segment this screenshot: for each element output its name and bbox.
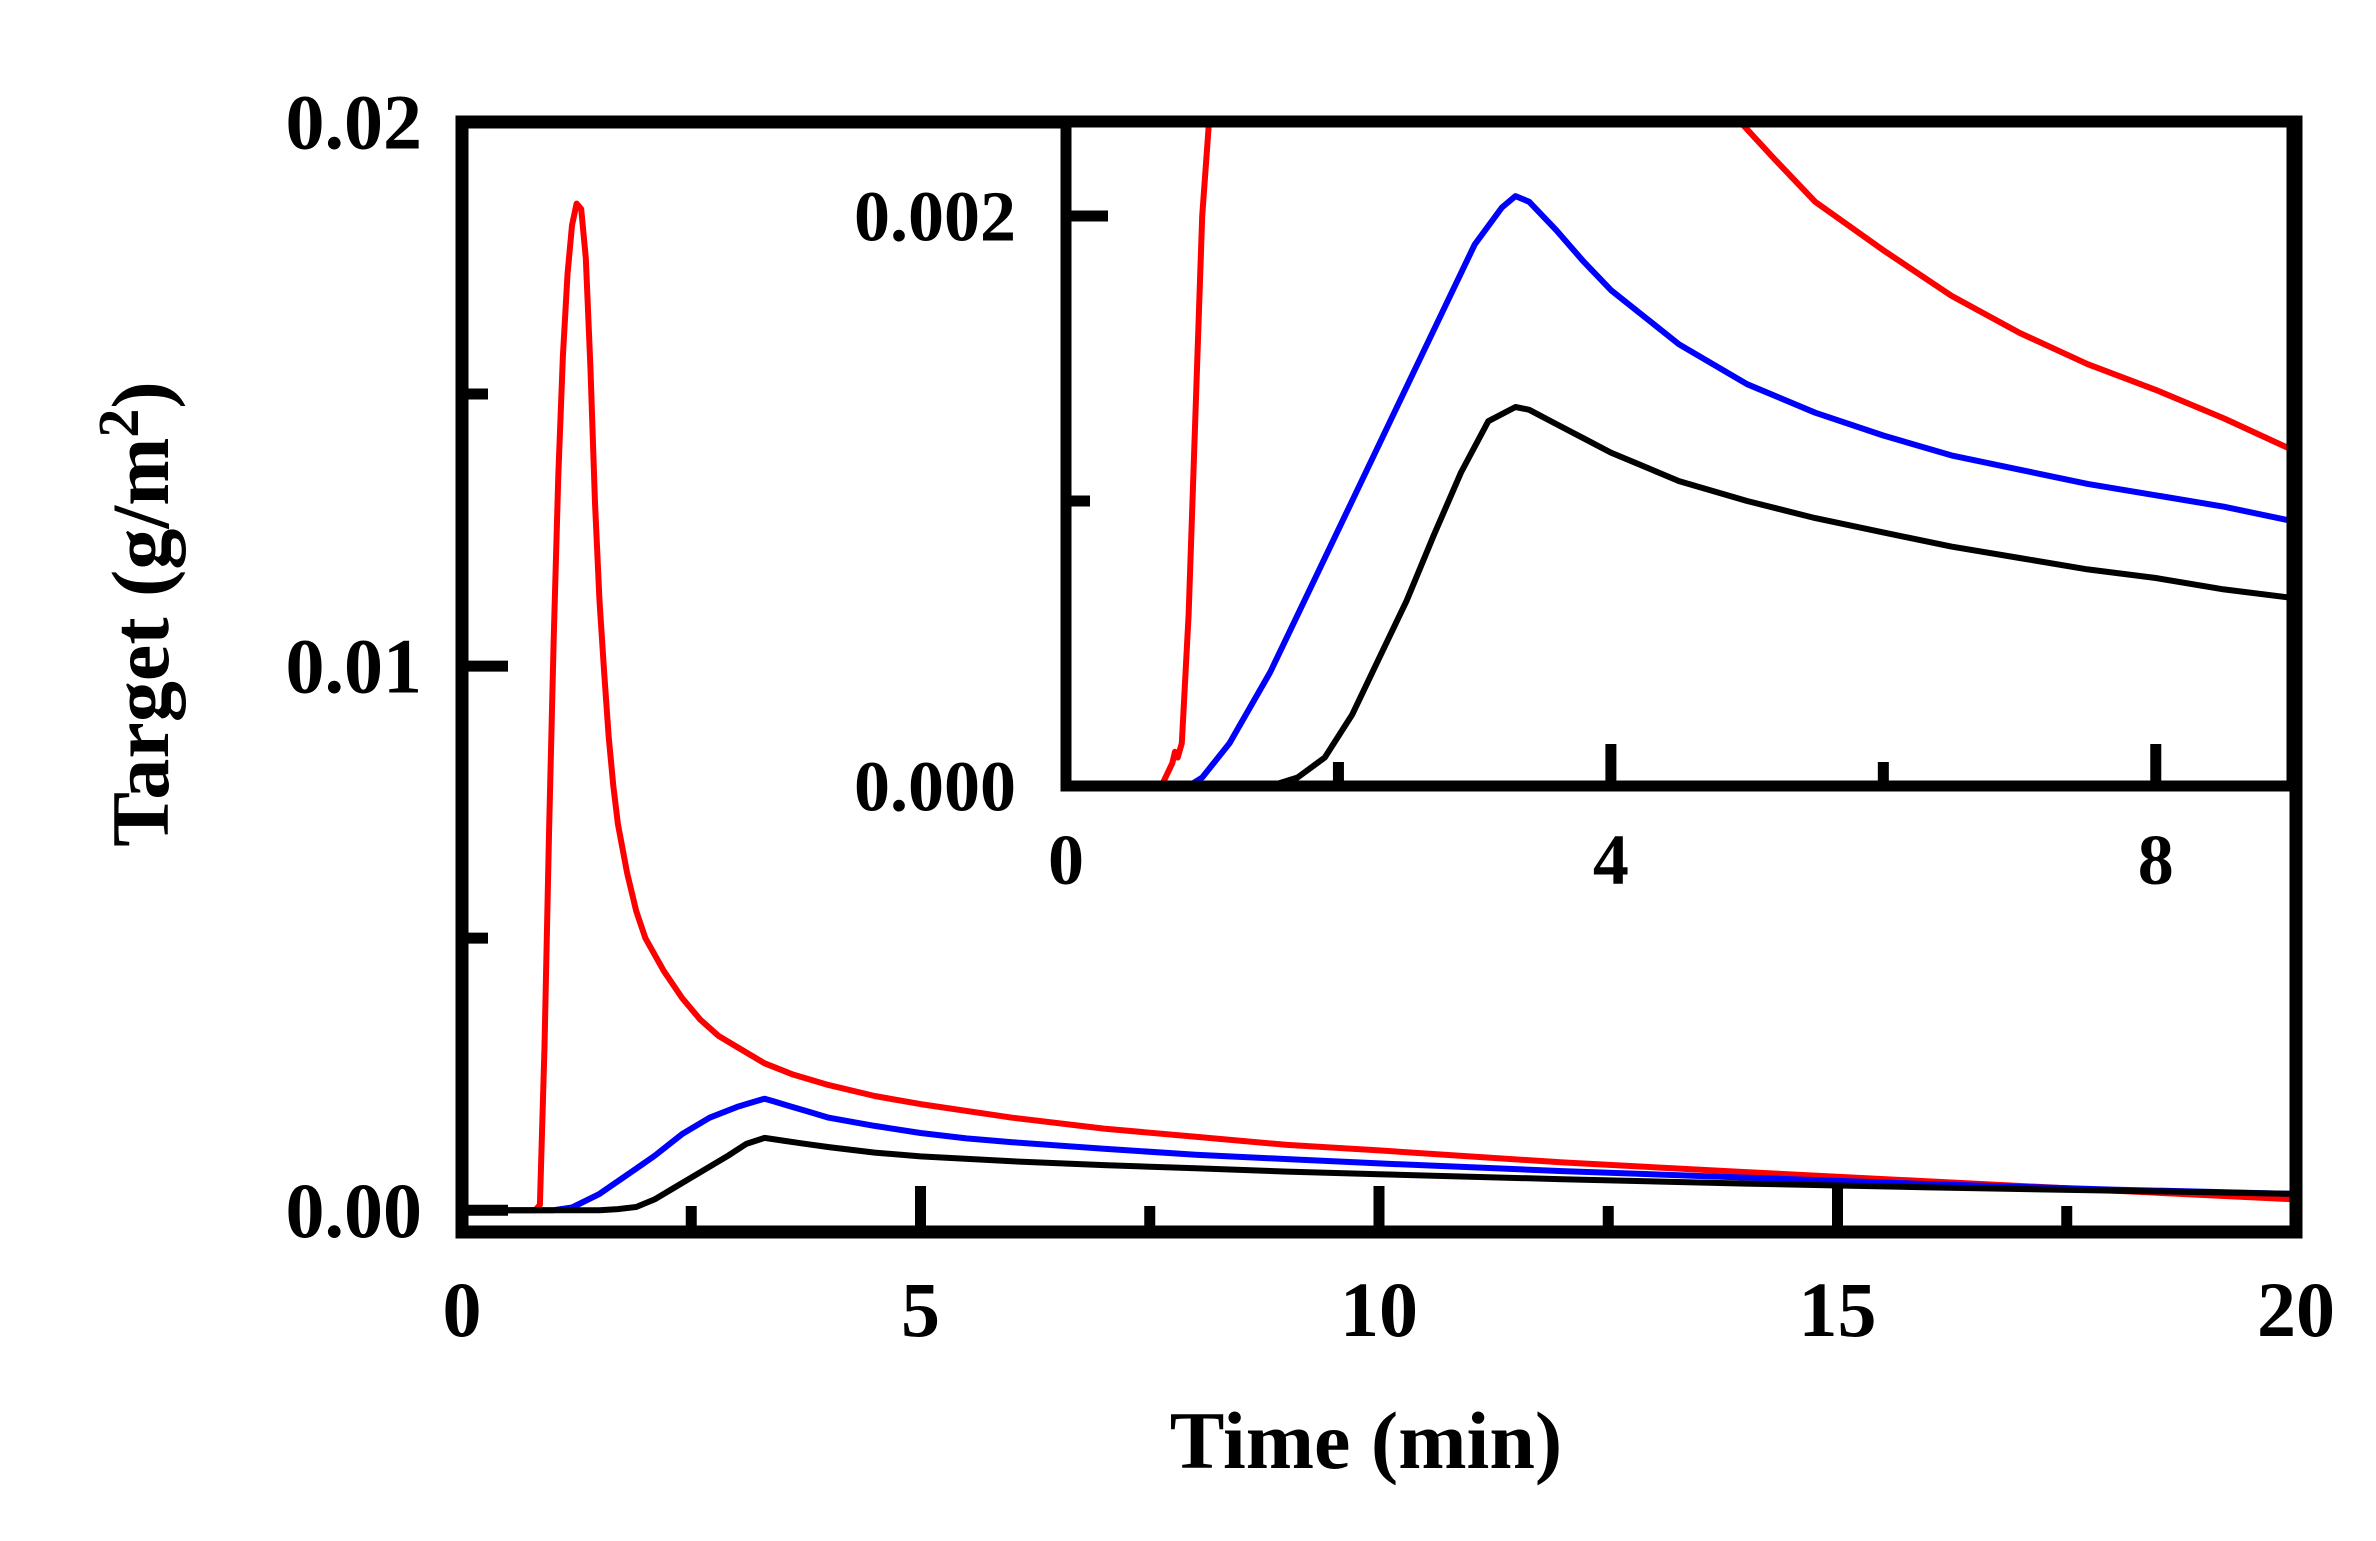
main-xtick-label: 15 <box>1799 1266 1877 1353</box>
inset-series-group <box>1066 122 2292 786</box>
inset-series-blue <box>1066 193 2292 786</box>
y-axis-title-main: Target (g/m <box>95 438 186 847</box>
main-series-group <box>462 200 2296 1214</box>
y-axis-title: Target (g/m2) <box>86 381 186 846</box>
inset-xtick-label: 8 <box>2138 820 2174 900</box>
main-ytick-label: 0.00 <box>286 1167 423 1254</box>
main-xtick-label: 20 <box>2257 1266 2335 1353</box>
main-ytick-label: 0.02 <box>286 79 423 166</box>
inset-series-black <box>1066 404 2292 786</box>
inset-series-red <box>1066 122 1212 786</box>
main-ytick-label: 0.01 <box>286 623 423 710</box>
main-xtick-label: 5 <box>901 1266 940 1353</box>
inset-xtick-label: 4 <box>1593 820 1629 900</box>
y-axis-title-superscript: 2 <box>86 409 151 438</box>
y-axis-title-close: ) <box>95 381 186 408</box>
inset-ytick-label: 0.000 <box>854 746 1016 826</box>
inset-series-red-tail <box>1737 122 2292 453</box>
inset-plot-area <box>1066 122 2292 786</box>
x-axis-title: Time (min) <box>1170 1395 1563 1486</box>
main-xtick-label: 0 <box>443 1266 482 1353</box>
main-xtick-label: 10 <box>1340 1266 1418 1353</box>
main-series-red <box>462 200 2296 1214</box>
inset-plot: 0 4 8 0.000 0.002 <box>854 116 2298 900</box>
main-series-black <box>462 1134 2296 1214</box>
main-series-blue <box>462 1095 2296 1214</box>
inset-ytick-label: 0.002 <box>854 177 1016 257</box>
inset-xtick-label: 0 <box>1048 820 1084 900</box>
inset-frame <box>1060 116 2298 792</box>
